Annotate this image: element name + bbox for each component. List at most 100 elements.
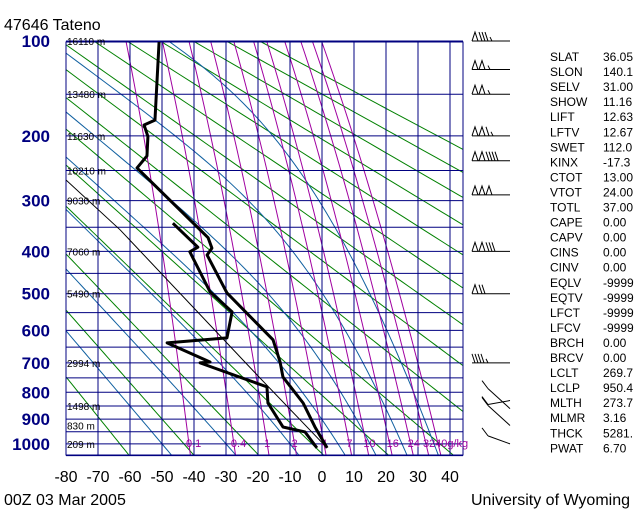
pressure-tick-label: 900	[22, 410, 50, 429]
dry-adiabat-line	[66, 69, 463, 367]
credit-label: University of Wyoming	[471, 492, 630, 509]
wind-barb-half	[485, 358, 489, 364]
wind-barb-flag	[471, 125, 479, 136]
height-label: 2994 m	[67, 359, 100, 370]
height-label: 5490 m	[67, 290, 100, 301]
parcel-line	[66, 179, 328, 449]
wind-barb-flag	[471, 150, 479, 161]
index-key: SLON	[550, 65, 583, 79]
temperature-tick-label: 20	[377, 469, 395, 486]
wind-barb-full	[485, 126, 490, 136]
index-key: BRCV	[550, 351, 583, 365]
wind-barb-full	[485, 151, 490, 161]
index-key: CINS	[550, 246, 579, 260]
mixing-ratio-label: 16	[387, 438, 399, 450]
temperature-tick-label: -30	[214, 469, 237, 486]
wind-barb-flag	[471, 184, 479, 196]
dewpoint-line	[165, 222, 319, 449]
wind-barb-shaft	[487, 388, 511, 409]
temperature-line	[135, 42, 329, 449]
wind-barb-flag	[478, 150, 486, 161]
wind-barb-half	[487, 65, 491, 70]
index-key: SELV	[550, 80, 580, 94]
dry-adiabat-line	[193, 42, 463, 199]
wind-barb	[471, 30, 510, 42]
height-label: 7060 m	[67, 247, 100, 258]
wind-barb-full	[478, 31, 483, 42]
index-value: 3.16	[603, 411, 627, 425]
index-value: -9999	[603, 321, 634, 335]
mixing-ratio-label: 32	[423, 438, 435, 450]
wind-barb-shaft	[487, 400, 511, 406]
mixing-ratio-label: 7	[346, 438, 352, 450]
wind-barb-flag	[485, 184, 493, 196]
wind-barb-full	[471, 353, 476, 364]
wind-barb-full	[488, 242, 493, 252]
index-key: SLAT	[550, 50, 580, 64]
index-value: 0.00	[603, 246, 627, 260]
wind-barb	[471, 184, 510, 196]
mixing-ratio-label: 0.1	[186, 438, 201, 450]
index-key: LCLT	[550, 366, 579, 380]
wind-barb-half	[489, 36, 493, 42]
mixing-ratio-label: 24	[408, 438, 420, 450]
index-value: 12.63	[603, 110, 633, 124]
wind-barb-flag	[471, 30, 479, 42]
index-value: 13.00	[603, 170, 633, 184]
wind-barb-tick	[481, 380, 489, 389]
mixing-ratio-line	[300, 42, 414, 455]
wind-barb	[481, 396, 511, 406]
height-label: 16110 m	[67, 37, 105, 48]
wind-barb-shaft	[487, 435, 511, 445]
index-value: 0.00	[603, 261, 627, 275]
stability-indices: SLAT 36.05 SLON 140.1 SELV 31.00 SHOW 11.16 LIFT…	[550, 50, 634, 455]
pressure-tick-label: 600	[22, 321, 50, 340]
mixing-ratio-line	[210, 42, 297, 455]
index-value: 36.05	[603, 50, 633, 64]
temperature-tick-label: -20	[246, 469, 269, 486]
temperature-tick-label: -40	[182, 469, 205, 486]
pressure-tick-label: 400	[22, 242, 50, 261]
temperature-tick-label: -70	[86, 469, 109, 486]
index-key: EQTV	[550, 291, 583, 305]
height-label: 830 m	[67, 421, 95, 432]
wind-barb	[471, 83, 510, 95]
height-label: 9030 m	[67, 197, 100, 208]
moist-adiabat-line	[66, 156, 346, 455]
index-value: 0.00	[603, 216, 627, 230]
wind-barb	[481, 397, 511, 426]
temperature-tick-label: -60	[118, 469, 141, 486]
wind-barb-full	[485, 242, 490, 252]
wind-barb	[471, 240, 510, 252]
wind-barb-full	[474, 353, 479, 364]
index-key: CINV	[550, 261, 579, 275]
index-key: CTOT	[550, 170, 583, 184]
wind-barb-half	[487, 89, 491, 95]
index-value: 0.00	[603, 336, 627, 350]
index-value: 31.00	[603, 80, 633, 94]
index-key: SHOW	[550, 95, 588, 109]
wind-barb-half	[490, 131, 494, 137]
mixing-ratio-label: 40g/kg	[435, 438, 468, 450]
wind-barb-flag	[478, 83, 486, 95]
index-value: 11.16	[603, 95, 632, 109]
index-key: MLTH	[550, 396, 582, 410]
index-key: LIFT	[550, 110, 575, 124]
wind-barb-flag	[471, 83, 479, 95]
index-key: LFCT	[550, 306, 581, 320]
wind-barb-flag	[471, 240, 479, 252]
wind-barb-tick	[481, 397, 489, 406]
index-key: VTOT	[550, 185, 582, 199]
wind-barb-flag	[478, 240, 486, 252]
station-title: 47646 Tateno	[4, 17, 101, 34]
wind-barb	[471, 353, 510, 364]
index-key: LCLP	[550, 381, 580, 395]
plot-frame	[65, 41, 464, 456]
wind-barb-flag	[478, 58, 486, 70]
height-label: 13480 m	[67, 90, 106, 101]
mixing-ratio-label: 0.4	[231, 438, 246, 450]
index-key: EQLV	[550, 276, 581, 290]
wind-barb-full	[477, 353, 482, 364]
index-value: -9999	[603, 291, 634, 305]
